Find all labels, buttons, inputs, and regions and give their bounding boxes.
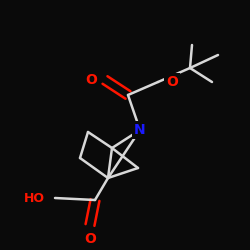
Text: O: O bbox=[166, 75, 178, 89]
Text: N: N bbox=[134, 123, 146, 137]
Text: O: O bbox=[85, 73, 97, 87]
Text: HO: HO bbox=[24, 192, 45, 204]
Text: O: O bbox=[84, 232, 96, 246]
